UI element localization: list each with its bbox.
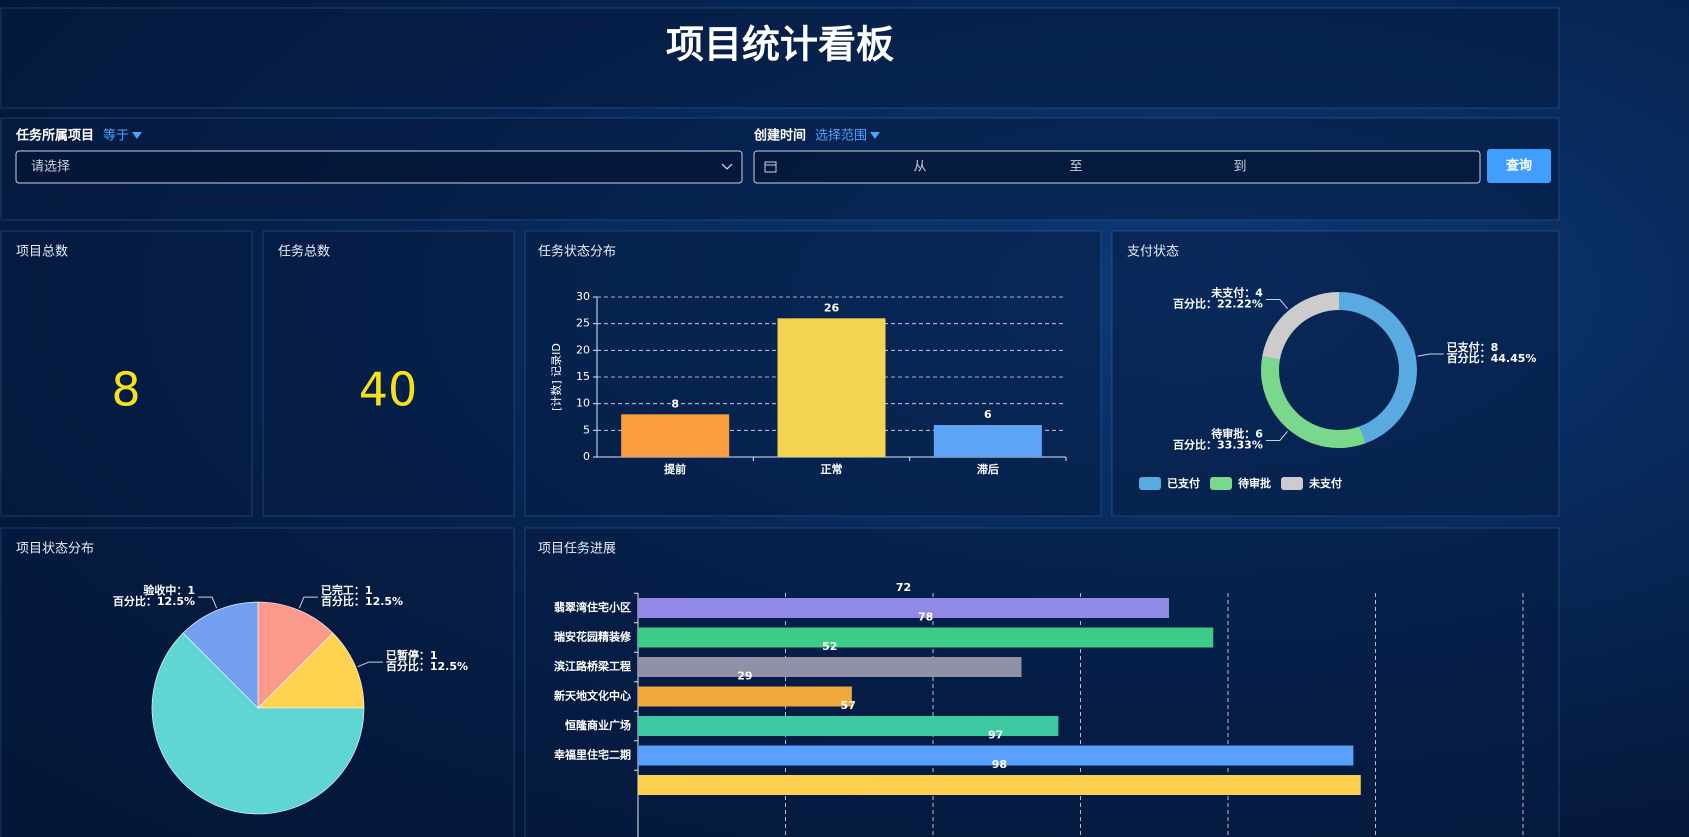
leader-line [1265,430,1288,441]
slice [151,632,365,815]
legend-label: 未支付 [1308,476,1342,490]
data-label: 97 [988,729,1003,742]
stat-value: 8 [111,363,140,417]
y-tick-label: 25 [576,317,590,330]
query-button[interactable] [1487,149,1551,183]
leader-line [1265,299,1288,310]
legend-label: 待审批 [1237,476,1271,490]
slice [257,632,365,709]
data-label: 78 [918,611,933,624]
chart-title: 项目状态分布 [16,542,94,557]
filter-label: 创建时间 [753,128,806,144]
data-label: 52 [822,640,837,653]
query-button-label[interactable]: 查询 [1505,158,1532,174]
percent-label: 百分比：12.5% [113,594,195,608]
y-tick-label: 瑞安花园精装修 [554,630,632,644]
x-tick-label: 滞后 [977,462,999,476]
calendar-icon [764,161,777,173]
data-label: 已暂停：1 [386,648,438,662]
data-label: 已支付：8 [1447,340,1499,354]
page-title: 项目统计看板 [666,23,894,67]
bar [933,425,1042,457]
y-tick-label: 翡翠湾住宅小区 [554,600,631,614]
select-placeholder: 请选择 [31,160,70,175]
y-tick-label: 新天地文化中心 [554,689,631,703]
select-input[interactable] [15,150,743,184]
bar [638,775,1361,795]
bar [638,657,1022,677]
filter-operator[interactable]: 选择范围 [815,129,867,144]
y-tick-label: 30 [576,290,590,303]
dropdown-icon[interactable] [132,132,142,139]
percent-label: 百分比：22.22% [1173,297,1263,311]
legend-swatch [1210,477,1232,490]
data-label: 待审批：6 [1210,426,1263,440]
header-panel [0,7,1560,109]
bar [638,716,1059,736]
data-label: 8 [671,397,679,410]
stat-title: 项目总数 [16,245,68,260]
stat-card [0,230,253,517]
leader-line [1417,353,1444,357]
data-label: 72 [896,581,911,594]
y-tick-label: 20 [576,343,590,356]
data-label: 已完工：1 [321,583,373,597]
data-label: 29 [737,670,752,683]
data-label: 6 [984,408,992,421]
legend-label: 已支付 [1167,476,1200,490]
chart-title: 任务状态分布 [538,244,616,260]
bar [621,414,730,457]
y-tick-label: 恒隆商业广场 [565,718,631,732]
y-axis-label: [计数] 记录ID [550,343,563,411]
y-tick-label: 幸福里住宅二期 [554,748,631,762]
leader-line [198,596,218,609]
y-tick-label: 5 [583,423,590,436]
legend-swatch [1281,477,1303,490]
chart-card [1111,230,1560,517]
slice [1339,292,1417,444]
legend-swatch [1139,477,1161,490]
bar [638,745,1354,766]
bar [638,686,852,707]
percent-label: 百分比：33.33% [1173,437,1263,451]
chevron-icon[interactable] [721,163,733,170]
stat-title: 任务总数 [278,244,330,260]
bar [638,598,1169,618]
chart-title: 支付状态 [1127,245,1179,260]
date-range-input[interactable] [753,150,1481,184]
filter-operator[interactable]: 等于 [103,128,129,144]
data-label: 98 [992,758,1007,771]
data-label: 57 [841,699,856,712]
stat-card [262,230,515,517]
data-label: 26 [824,301,840,314]
data-label: 未支付：4 [1210,286,1263,300]
x-tick-label: 正常 [821,462,843,476]
data-label: 验收中：1 [143,583,195,597]
percent-label: 百分比：12.5% [321,594,403,608]
y-tick-label: 0 [583,450,590,463]
filter-label: 任务所属项目 [15,128,94,144]
leader-line [298,596,318,609]
percent-label: 百分比：44.45% [1447,351,1537,365]
stat-value: 40 [359,363,418,417]
y-tick-label: 15 [576,370,590,383]
chart-title: 项目任务进展 [538,541,616,557]
x-tick-label: 提前 [664,462,686,476]
date-from: 从 [913,160,926,175]
slice [257,601,334,709]
percent-label: 百分比：12.5% [386,659,468,673]
slice [1262,292,1339,360]
bar [777,318,886,457]
date-to: 到 [1233,160,1246,175]
y-tick-label: 滨江路桥梁工程 [554,659,631,673]
dropdown-icon[interactable] [870,132,880,139]
slice [182,601,259,709]
y-tick-label: 10 [576,397,590,410]
slice [1260,356,1366,449]
bar [638,627,1214,648]
leader-line [357,661,383,668]
date-separator: 至 [1069,160,1082,175]
